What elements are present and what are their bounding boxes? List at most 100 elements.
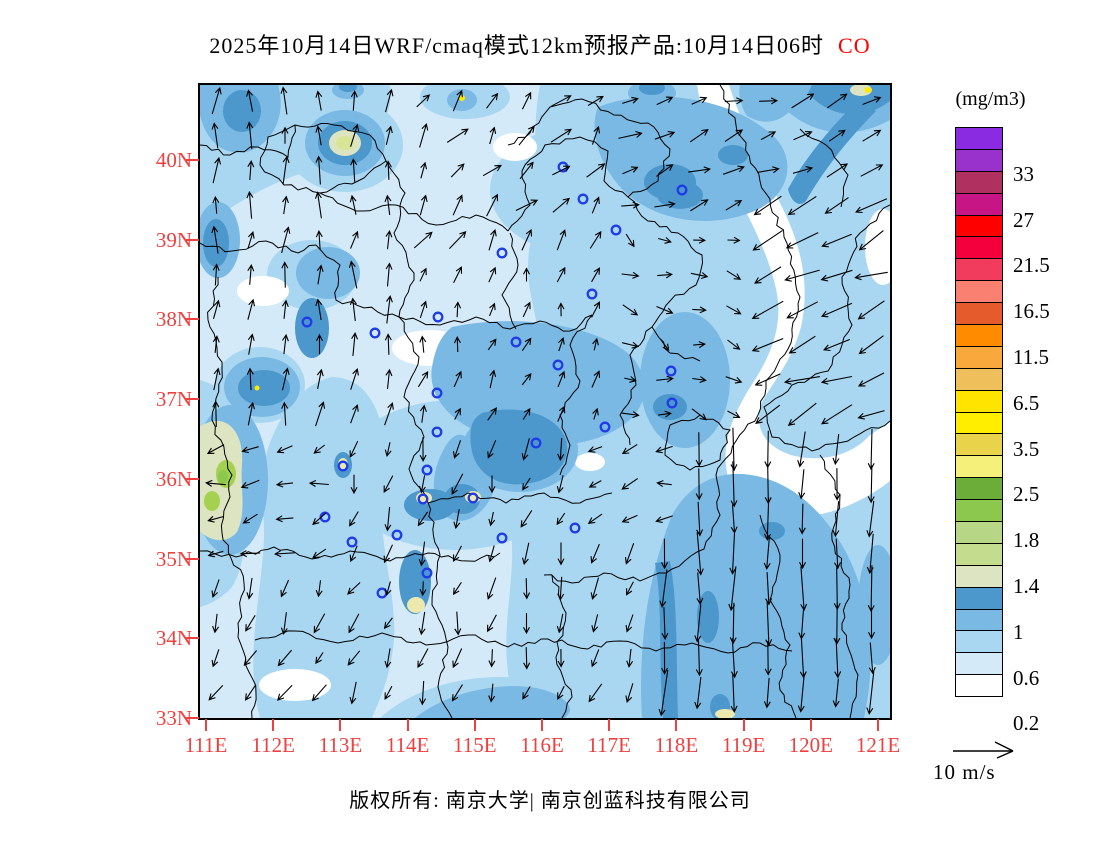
wind-arrow <box>753 266 782 284</box>
lon-tick <box>339 719 342 731</box>
wind-arrow <box>691 408 707 421</box>
wind-arrow <box>312 512 327 526</box>
wind-arrow <box>556 613 564 634</box>
wind-arrow <box>247 264 255 285</box>
wind-arrow <box>867 428 875 471</box>
wind-arrow <box>661 538 668 570</box>
wind-arrow <box>315 580 323 598</box>
wind-arrow <box>348 613 360 634</box>
wind-arrow <box>417 511 429 527</box>
wind-arrow <box>754 373 781 386</box>
wind-arrow <box>624 543 635 565</box>
wind-arrow <box>557 576 565 601</box>
wind-arrow <box>765 600 773 647</box>
wind-arrow <box>384 442 392 457</box>
city-marker <box>432 311 444 323</box>
city-marker <box>552 359 564 371</box>
wind-arrow <box>658 669 669 717</box>
wind-arrow <box>587 446 603 453</box>
wind-arrow <box>308 479 330 487</box>
province-border <box>559 314 593 476</box>
wind-arrow <box>695 468 703 501</box>
wind-arrow <box>383 475 394 494</box>
wind-arrow <box>207 550 224 558</box>
wind-arrow <box>241 446 259 454</box>
fill-region-white <box>259 669 331 701</box>
wind-arrow <box>418 541 426 567</box>
legend-cell <box>955 258 1003 282</box>
wind-scale-arrow <box>953 741 1014 759</box>
wind-arrow <box>763 537 771 570</box>
wind-arrow <box>281 226 291 254</box>
legend-value-label: 1.8 <box>1013 528 1040 553</box>
wind-arrow <box>386 295 393 324</box>
fill-region-steel <box>339 85 357 92</box>
wind-arrow <box>247 231 255 249</box>
fill-region-white <box>237 276 289 306</box>
wind-arrow <box>454 611 462 636</box>
lat-label: 35N <box>155 546 192 571</box>
legend-cell <box>955 324 1003 347</box>
wind-arrow <box>454 407 461 420</box>
city-marker <box>369 327 381 339</box>
wind-arrow <box>351 331 359 357</box>
wind-arrow <box>212 156 222 184</box>
colorbar-cells <box>955 127 1003 698</box>
wind-arrow <box>799 538 806 570</box>
legend-cell <box>955 170 1003 194</box>
province-border <box>200 124 296 158</box>
wind-arrow <box>313 613 326 634</box>
wind-arrow <box>590 543 600 564</box>
lon-tick <box>809 719 812 731</box>
wind-arrow <box>866 671 875 715</box>
wind-arrow <box>452 648 463 669</box>
lon-label: 115E <box>453 733 497 757</box>
wind-arrow <box>384 648 392 669</box>
wind-arrow <box>239 550 261 558</box>
colorbar-unit: (mg/m3) <box>955 88 1026 110</box>
wind-arrow <box>730 461 738 508</box>
wind-arrow <box>791 93 815 109</box>
wind-arrow <box>316 368 324 390</box>
lon-label: 116E <box>520 733 564 757</box>
wind-arrow <box>785 232 819 249</box>
wind-arrow <box>451 473 464 495</box>
legend-cell <box>955 433 1003 457</box>
legend-cell <box>955 148 1003 172</box>
wind-arrow <box>658 410 672 418</box>
wind-arrow <box>452 545 462 562</box>
wind-arrow <box>419 437 427 462</box>
lon-label: 111E <box>184 733 228 757</box>
legend-cell <box>955 455 1003 479</box>
wind-arrow <box>557 405 566 422</box>
wind-arrow <box>451 684 463 702</box>
city-marker <box>510 336 522 348</box>
wind-arrow <box>487 407 497 421</box>
lat-label: 38N <box>155 307 192 332</box>
lat-tick <box>186 238 199 241</box>
wind-arrow <box>515 199 539 211</box>
wind-arrow <box>349 194 357 215</box>
lon-label: 118E <box>654 733 699 757</box>
wind-arrow <box>488 683 496 703</box>
wind-arrow <box>521 372 532 386</box>
lat-label: 36N <box>155 466 192 491</box>
wind-arrow <box>821 404 853 425</box>
legend-cell <box>955 214 1003 238</box>
wind-arrow <box>453 370 462 388</box>
legend-value-label: 0.2 <box>1013 711 1040 736</box>
wind-arrow <box>730 427 738 472</box>
province-border <box>759 514 797 718</box>
wind-arrow <box>489 369 497 389</box>
legend-cell <box>955 127 1003 150</box>
wind-arrow <box>862 96 882 106</box>
lon-label: 120E <box>788 733 833 757</box>
wind-arrow <box>759 97 779 105</box>
fill-region-yellow <box>254 385 260 391</box>
fill-region-steel <box>295 298 329 358</box>
wind-arrow <box>419 335 427 353</box>
wind-arrow <box>384 88 394 113</box>
wind-arrow <box>486 577 497 600</box>
legend-value-label: 16.5 <box>1013 299 1050 324</box>
wind-arrow <box>622 304 639 316</box>
